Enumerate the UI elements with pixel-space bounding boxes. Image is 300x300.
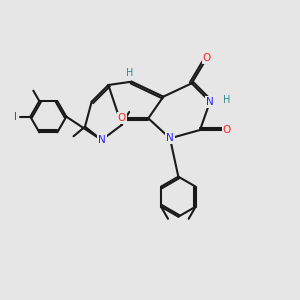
Text: I: I — [14, 112, 17, 122]
Text: O: O — [118, 113, 126, 123]
Text: N: N — [206, 97, 214, 107]
Text: H: H — [126, 68, 134, 78]
Text: H: H — [223, 95, 230, 105]
Text: O: O — [202, 53, 211, 63]
Text: N: N — [98, 135, 106, 145]
Text: O: O — [223, 125, 231, 135]
Text: N: N — [166, 133, 174, 143]
